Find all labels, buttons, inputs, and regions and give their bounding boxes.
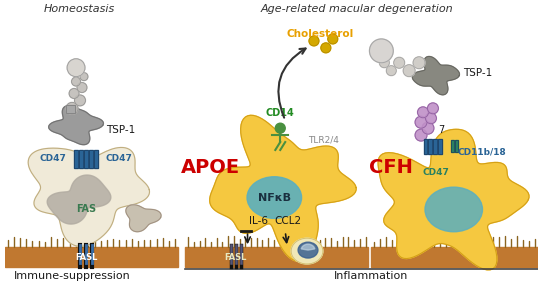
Bar <box>5 247 178 267</box>
Circle shape <box>379 58 390 68</box>
Text: Age-related macular degeneration: Age-related macular degeneration <box>260 4 453 14</box>
Circle shape <box>275 123 285 133</box>
Text: Cholesterol: Cholesterol <box>286 29 353 39</box>
Bar <box>438 139 442 154</box>
Bar <box>66 105 75 113</box>
Ellipse shape <box>291 238 323 264</box>
Circle shape <box>309 36 319 46</box>
Text: FASL: FASL <box>75 253 97 262</box>
Text: Homeostasis: Homeostasis <box>44 4 115 14</box>
Bar <box>428 139 433 154</box>
Bar <box>79 150 83 168</box>
Text: NFκB: NFκB <box>258 193 291 203</box>
Bar <box>66 105 75 113</box>
Polygon shape <box>48 106 103 145</box>
Text: FAS: FAS <box>76 204 96 214</box>
Polygon shape <box>47 175 111 224</box>
Circle shape <box>415 129 427 141</box>
Ellipse shape <box>298 242 318 258</box>
Bar <box>84 150 88 168</box>
Bar <box>434 139 437 154</box>
Circle shape <box>75 95 86 106</box>
Bar <box>451 140 454 152</box>
Text: Inflammation: Inflammation <box>334 271 409 281</box>
Bar <box>74 150 78 168</box>
Text: IL-6: IL-6 <box>249 216 268 226</box>
Bar <box>423 139 428 154</box>
Circle shape <box>417 107 428 118</box>
Bar <box>438 139 442 154</box>
Bar <box>84 150 88 168</box>
Circle shape <box>370 39 393 63</box>
Circle shape <box>69 88 79 99</box>
Text: CD11b/18: CD11b/18 <box>458 148 506 156</box>
Circle shape <box>426 113 436 124</box>
Polygon shape <box>28 148 150 246</box>
Ellipse shape <box>425 187 483 232</box>
Bar <box>428 139 433 154</box>
Circle shape <box>66 102 78 114</box>
Text: CD47: CD47 <box>422 168 449 177</box>
Circle shape <box>67 59 85 77</box>
Circle shape <box>77 83 87 92</box>
Bar <box>94 150 98 168</box>
Bar <box>455 140 458 152</box>
Circle shape <box>80 73 88 81</box>
Bar <box>94 150 98 168</box>
Circle shape <box>394 57 405 68</box>
Polygon shape <box>301 244 315 250</box>
Polygon shape <box>412 56 459 95</box>
Text: 7: 7 <box>438 125 444 135</box>
Circle shape <box>415 116 427 128</box>
Circle shape <box>321 43 331 53</box>
Bar <box>185 247 369 267</box>
Circle shape <box>386 66 397 76</box>
Circle shape <box>413 57 425 69</box>
Bar <box>74 150 78 168</box>
Text: CD14: CD14 <box>266 108 295 118</box>
Circle shape <box>72 77 81 86</box>
Text: TSP-1: TSP-1 <box>106 125 135 135</box>
Bar <box>451 140 454 152</box>
Polygon shape <box>378 129 529 270</box>
Text: CD47: CD47 <box>39 154 66 163</box>
Polygon shape <box>126 205 161 232</box>
Text: APOE: APOE <box>181 158 240 177</box>
Bar <box>371 247 538 267</box>
Text: FASL: FASL <box>224 253 247 262</box>
Ellipse shape <box>247 177 302 218</box>
Text: TSP-1: TSP-1 <box>463 68 492 78</box>
Bar <box>434 139 437 154</box>
Bar <box>455 140 458 152</box>
Bar <box>79 150 83 168</box>
Text: CCL2: CCL2 <box>274 216 302 226</box>
Text: TLR2/4: TLR2/4 <box>308 136 339 145</box>
Text: CD47: CD47 <box>106 154 133 163</box>
Bar <box>423 139 428 154</box>
Text: CFH: CFH <box>370 158 413 177</box>
Circle shape <box>328 34 338 44</box>
Polygon shape <box>210 115 356 261</box>
Circle shape <box>403 65 415 77</box>
Circle shape <box>422 122 434 134</box>
Text: Immune-suppression: Immune-suppression <box>13 271 130 281</box>
Bar <box>89 150 93 168</box>
Bar <box>89 150 93 168</box>
Circle shape <box>428 103 438 114</box>
